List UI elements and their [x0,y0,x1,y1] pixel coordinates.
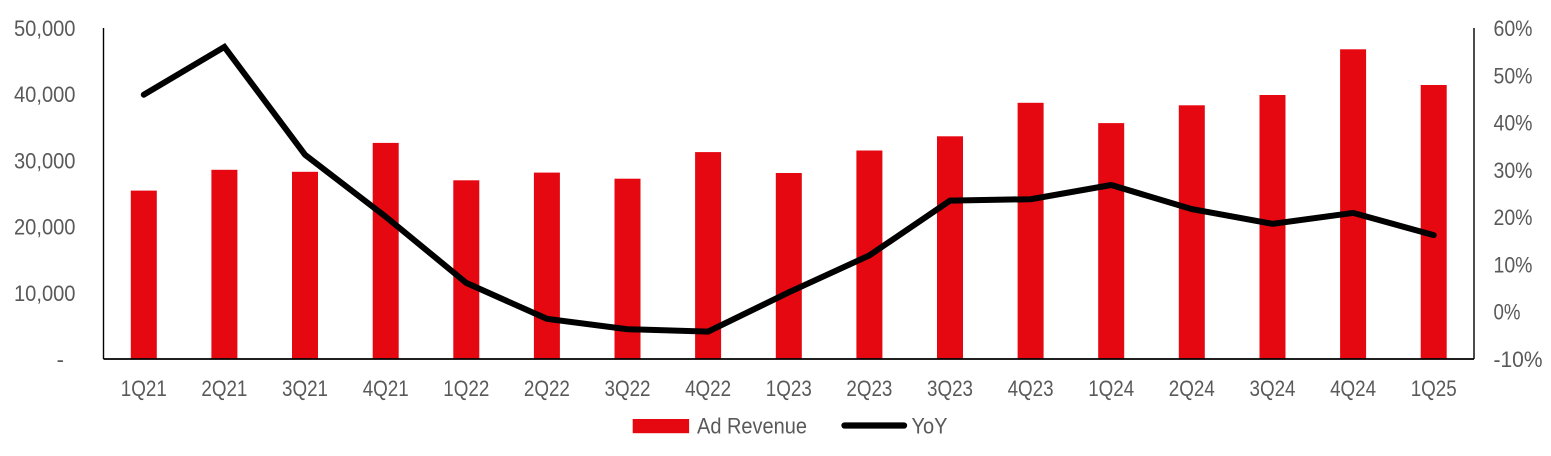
svg-text:2Q22: 2Q22 [524,376,570,401]
svg-text:40%: 40% [1494,111,1533,136]
svg-text:4Q21: 4Q21 [363,376,409,401]
svg-text:20,000: 20,000 [14,215,76,240]
svg-text:3Q23: 3Q23 [927,376,973,401]
svg-text:20%: 20% [1494,205,1533,230]
svg-text:1Q23: 1Q23 [766,376,812,401]
svg-text:4Q22: 4Q22 [685,376,731,401]
svg-text:1Q24: 1Q24 [1088,376,1134,401]
svg-text:3Q21: 3Q21 [282,376,328,401]
svg-text:30%: 30% [1494,158,1533,183]
svg-text:10%: 10% [1494,252,1533,277]
svg-text:1Q21: 1Q21 [121,376,167,401]
svg-text:40,000: 40,000 [14,82,76,107]
svg-text:3Q22: 3Q22 [605,376,651,401]
svg-text:1Q22: 1Q22 [443,376,489,401]
svg-text:-: - [57,347,64,372]
svg-text:-10%: -10% [1494,347,1543,372]
svg-text:50,000: 50,000 [14,16,76,41]
svg-text:4Q24: 4Q24 [1330,376,1376,401]
svg-text:2Q21: 2Q21 [201,376,247,401]
svg-text:YoY: YoY [912,414,948,439]
svg-text:0%: 0% [1494,300,1521,325]
svg-text:Ad Revenue: Ad Revenue [697,414,807,439]
svg-text:4Q23: 4Q23 [1008,376,1054,401]
svg-text:3Q24: 3Q24 [1250,376,1296,401]
svg-text:1Q25: 1Q25 [1411,376,1457,401]
svg-text:60%: 60% [1494,16,1533,41]
svg-text:2Q24: 2Q24 [1169,376,1215,401]
svg-text:50%: 50% [1494,63,1533,88]
svg-text:10,000: 10,000 [14,281,76,306]
svg-text:2Q23: 2Q23 [846,376,892,401]
svg-text:30,000: 30,000 [14,148,76,173]
